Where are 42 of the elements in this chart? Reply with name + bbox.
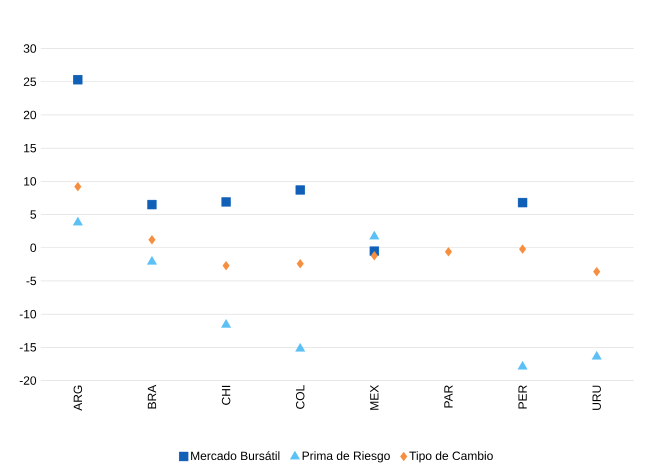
x-tick-label: CHI [222,386,230,405]
y-tick-label: 20 [24,110,36,120]
point [444,247,452,257]
point [74,182,82,192]
y-tick-label: 15 [24,144,36,152]
point [593,267,600,276]
y-tick-label: 25 [24,78,36,86]
point [295,343,306,352]
point [369,230,380,240]
point [296,259,304,268]
y-tick-label: -10 [20,310,36,319]
x-tick-label: ARG [74,386,82,411]
point [221,197,231,207]
x-tick-label: PER [518,385,527,409]
x-tick-label: COL [296,385,304,409]
y-tick-label: -20 [20,376,36,385]
point [73,75,83,85]
y-tick-label: 0 [30,244,36,252]
point [147,200,157,210]
legend-label: Tipo de Cambio [409,451,493,463]
point [221,319,232,328]
y-tick-label: 5 [30,210,36,219]
point [370,251,378,261]
legend-label: Mercado Bursátil [191,451,280,460]
point [519,244,526,254]
point [518,361,528,370]
point [518,198,528,208]
point [222,261,230,270]
x-tick-label: MEX [370,385,378,410]
y-tick-label: 10 [24,177,36,186]
point [592,351,602,360]
y-tick-label: -15 [20,343,36,352]
y-tick-label: -5 [26,276,36,286]
point [72,216,83,226]
x-tick-label: URU [592,386,601,410]
point [148,235,156,245]
y-tick-label: 30 [24,44,36,53]
legend-label: Prima de Riesgo [302,451,390,463]
point [296,185,305,195]
x-tick-label: BRA [148,384,156,409]
point [147,256,157,265]
x-tick-label: PAR [444,385,453,408]
